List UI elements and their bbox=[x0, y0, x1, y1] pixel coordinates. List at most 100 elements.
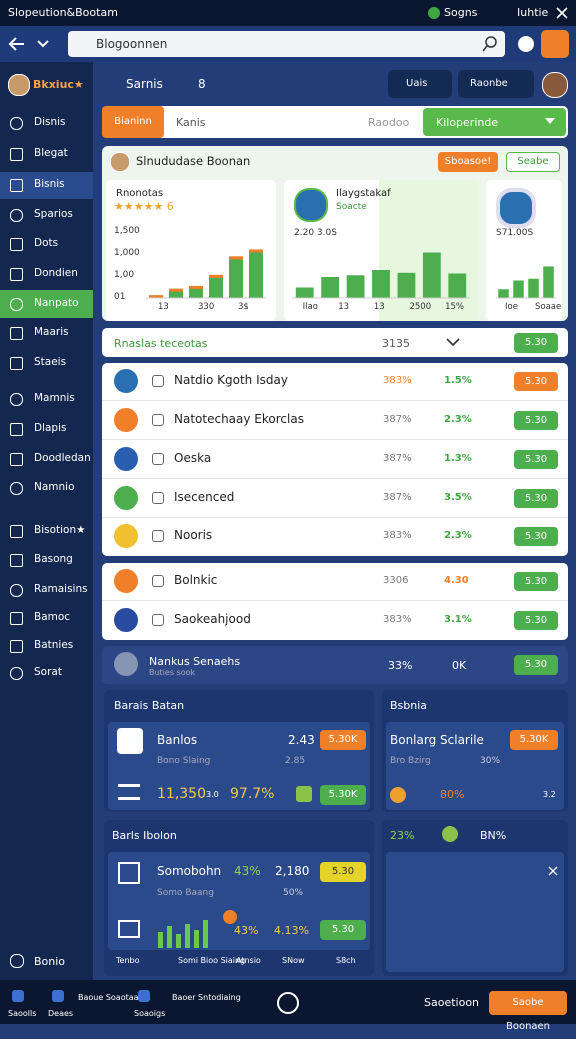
tab-select[interactable] bbox=[423, 108, 566, 136]
panel-title: Barais Batan bbox=[114, 699, 185, 712]
sidebar-icon bbox=[10, 268, 23, 281]
nav-right[interactable]: Saoetioon bbox=[424, 996, 480, 1009]
sidebar-item[interactable]: Basong bbox=[34, 553, 73, 565]
row-badge bbox=[152, 453, 164, 465]
panel-button[interactable]: 5.30K bbox=[320, 730, 366, 750]
sidebar-item[interactable]: Namnio bbox=[34, 481, 75, 493]
sidebar-item[interactable]: Staeis bbox=[34, 356, 67, 368]
sidebar-item[interactable]: Sparios bbox=[34, 208, 73, 220]
header-button[interactable] bbox=[388, 70, 452, 98]
header-button-label: Raonbe bbox=[470, 78, 508, 89]
sidebar-item[interactable]: Sorat bbox=[34, 666, 62, 678]
back-button[interactable] bbox=[8, 36, 26, 52]
row-title: Natdio Kgoth Isday bbox=[174, 373, 288, 387]
sidebar-item[interactable]: Bisotion★ bbox=[34, 524, 86, 536]
footer-label: S8ch bbox=[336, 956, 356, 965]
section-chevron[interactable] bbox=[446, 337, 460, 347]
row-button[interactable]: 5.30 bbox=[514, 450, 558, 469]
card-label: 2.20 3.0S bbox=[294, 228, 337, 238]
nav-button[interactable]: Saobe Boonaen bbox=[489, 991, 567, 1032]
sidebar-item[interactable]: Disnis bbox=[34, 116, 66, 128]
sidebar-item[interactable]: Blegat bbox=[34, 147, 68, 159]
sidebar-item[interactable]: Dots bbox=[34, 237, 59, 249]
menu-button[interactable] bbox=[541, 30, 569, 58]
nav-item[interactable]: Soaoigs bbox=[134, 1009, 166, 1018]
header-button[interactable] bbox=[458, 70, 534, 98]
sidebar-item[interactable]: Bamoc bbox=[34, 611, 71, 623]
close-icon[interactable] bbox=[556, 7, 568, 19]
sidebar-icon bbox=[10, 554, 23, 567]
row-b: 2.3% bbox=[444, 530, 472, 541]
row-button[interactable]: 5.30 bbox=[514, 572, 558, 591]
sidebar-item[interactable]: Dondien bbox=[34, 267, 78, 279]
nav-item[interactable]: Deaes bbox=[48, 1009, 74, 1018]
header-button-label: Uais bbox=[406, 78, 428, 89]
bar-cap bbox=[149, 295, 163, 299]
search-query: Blogoonnen bbox=[96, 37, 168, 51]
highlight-button[interactable]: 5.30 bbox=[514, 655, 558, 675]
tab-input-hint: Raodoo bbox=[368, 116, 410, 129]
home-button[interactable] bbox=[277, 992, 299, 1014]
search-icon[interactable] bbox=[482, 36, 498, 52]
search-box[interactable] bbox=[68, 31, 505, 57]
sidebar-icon bbox=[10, 298, 23, 311]
sidebar-item[interactable]: Ramaisins bbox=[34, 583, 88, 595]
card-title: Rnonotas bbox=[116, 188, 164, 199]
signal-dot bbox=[428, 7, 440, 19]
row-title: Natotechaay Ekorclas bbox=[174, 412, 304, 426]
row-title: Bolnkic bbox=[174, 573, 218, 587]
overview-button[interactable]: Sboasoe! bbox=[438, 152, 498, 172]
card-logo bbox=[294, 188, 328, 222]
highlight-row bbox=[102, 646, 568, 684]
x-label: Ioe bbox=[505, 302, 518, 312]
overview-secondary[interactable]: Seabe bbox=[506, 152, 560, 172]
dropdown-button[interactable] bbox=[36, 38, 50, 50]
bar bbox=[448, 273, 467, 298]
row-divider bbox=[102, 517, 568, 518]
sidebar-item[interactable]: Doodledan bbox=[34, 452, 91, 464]
sidebar-header: Bkxiuc★ bbox=[33, 78, 84, 91]
nav-item[interactable]: Saoolls bbox=[8, 1009, 37, 1018]
highlight-b: 0K bbox=[452, 659, 467, 672]
card-label: S71.00S bbox=[496, 228, 534, 238]
tab-input: Kanis bbox=[176, 116, 206, 129]
row-button[interactable]: 5.30 bbox=[514, 489, 558, 508]
sidebar-footer[interactable]: Bonio bbox=[34, 955, 66, 968]
section-row bbox=[102, 328, 568, 357]
row-button[interactable]: 5.30 bbox=[514, 611, 558, 630]
header-count: 8 bbox=[198, 77, 206, 91]
row-title: Isecenced bbox=[174, 490, 235, 504]
section-button[interactable]: 5.30 bbox=[514, 333, 558, 353]
row-a: 387% bbox=[383, 453, 412, 464]
sidebar-item[interactable]: Dlapis bbox=[34, 422, 67, 434]
profile-icon[interactable] bbox=[518, 36, 534, 52]
close-icon[interactable] bbox=[548, 866, 558, 876]
row-button[interactable]: 5.30 bbox=[514, 527, 558, 546]
nav-item[interactable]: Baoer Sntodiaing bbox=[172, 993, 241, 1002]
nav-item[interactable]: Baoue Soaotaalan bbox=[78, 993, 151, 1002]
panel-button[interactable]: 5.30K bbox=[510, 730, 558, 750]
bar bbox=[321, 277, 340, 298]
row-a: 383% bbox=[383, 375, 412, 386]
sidebar-active bbox=[0, 172, 93, 199]
sidebar-item[interactable]: Maaris bbox=[34, 326, 69, 338]
panel-button[interactable]: 5.30K bbox=[320, 785, 366, 805]
footer-label: Somi Bioo Siaing bbox=[178, 956, 246, 965]
sidebar-icon bbox=[10, 640, 23, 653]
sidebar-item[interactable]: Bisnis bbox=[34, 178, 65, 190]
panel-button[interactable]: 5.30 bbox=[320, 920, 366, 940]
panel-button[interactable]: 5.30 bbox=[320, 862, 366, 882]
footer-label: SNow bbox=[282, 956, 305, 965]
panel-value: 2.43 bbox=[288, 733, 315, 747]
primary-tab[interactable]: Bianinn bbox=[102, 106, 164, 138]
row-button[interactable]: 5.30 bbox=[514, 372, 558, 391]
status-user: Iuhtie bbox=[517, 6, 549, 19]
header-avatar[interactable] bbox=[542, 72, 568, 98]
sidebar-item[interactable]: Nanpato bbox=[34, 297, 79, 309]
row-button[interactable]: 5.30 bbox=[514, 411, 558, 430]
signal: Sogns bbox=[444, 6, 478, 19]
bar bbox=[189, 285, 203, 298]
sidebar-item[interactable]: Batnies bbox=[34, 639, 74, 651]
row-badge bbox=[152, 375, 164, 387]
sidebar-item[interactable]: Mamnis bbox=[34, 392, 75, 404]
